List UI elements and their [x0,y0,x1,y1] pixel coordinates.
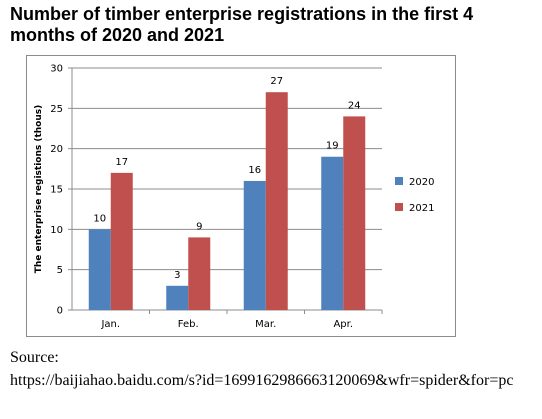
legend-swatch-2021 [395,203,403,211]
bar-chart: 0 5 10 15 20 25 30 The enterprise registions (t… [34,64,434,331]
chart-area: 0 5 10 15 20 25 30 The enterprise registions (t… [26,55,456,337]
data-label: 3 [174,270,180,281]
y-axis-label: The enterprise registions (thous) [34,105,44,273]
bar-2021-jan [110,172,133,310]
x-tick-label: Feb. [178,319,199,330]
bar-2020-apr [321,156,344,310]
data-label: 9 [196,221,202,232]
data-label: 17 [115,157,128,168]
y-tick-label: 0 [57,306,63,317]
source-label: Source: [10,349,59,366]
data-label: 27 [270,76,283,87]
bar-2020-feb [166,285,189,310]
source-note: Source: https://baijiahao.baidu.com/s?id… [10,346,538,392]
bar-2021-mar [265,92,288,310]
bar-2021-apr [343,116,366,311]
y-tick-label: 15 [50,185,63,196]
source-url: https://baijiahao.baidu.com/s?id=1699162… [10,372,514,389]
x-tick-label: Mar. [255,319,276,330]
y-tick-label: 25 [50,104,63,115]
data-label: 10 [93,213,106,224]
legend-swatch-2020 [395,177,403,185]
y-tick-label: 10 [50,225,63,236]
y-tick-label: 30 [50,64,63,75]
data-label: 16 [248,165,261,176]
data-label: 24 [348,100,361,111]
bar-2021-feb [188,237,211,310]
bar-2020-jan [88,229,111,310]
y-tick-label: 5 [57,265,63,276]
chart-title: Number of timber enterprise registration… [10,4,474,45]
y-tick-label: 20 [50,144,63,155]
bar-2020-mar [243,180,266,310]
legend-label-2020: 2020 [409,177,434,188]
data-label: 19 [326,141,339,152]
legend-label-2021: 2021 [409,203,434,214]
x-tick-label: Jan. [100,319,120,330]
x-tick-label: Apr. [333,319,353,330]
